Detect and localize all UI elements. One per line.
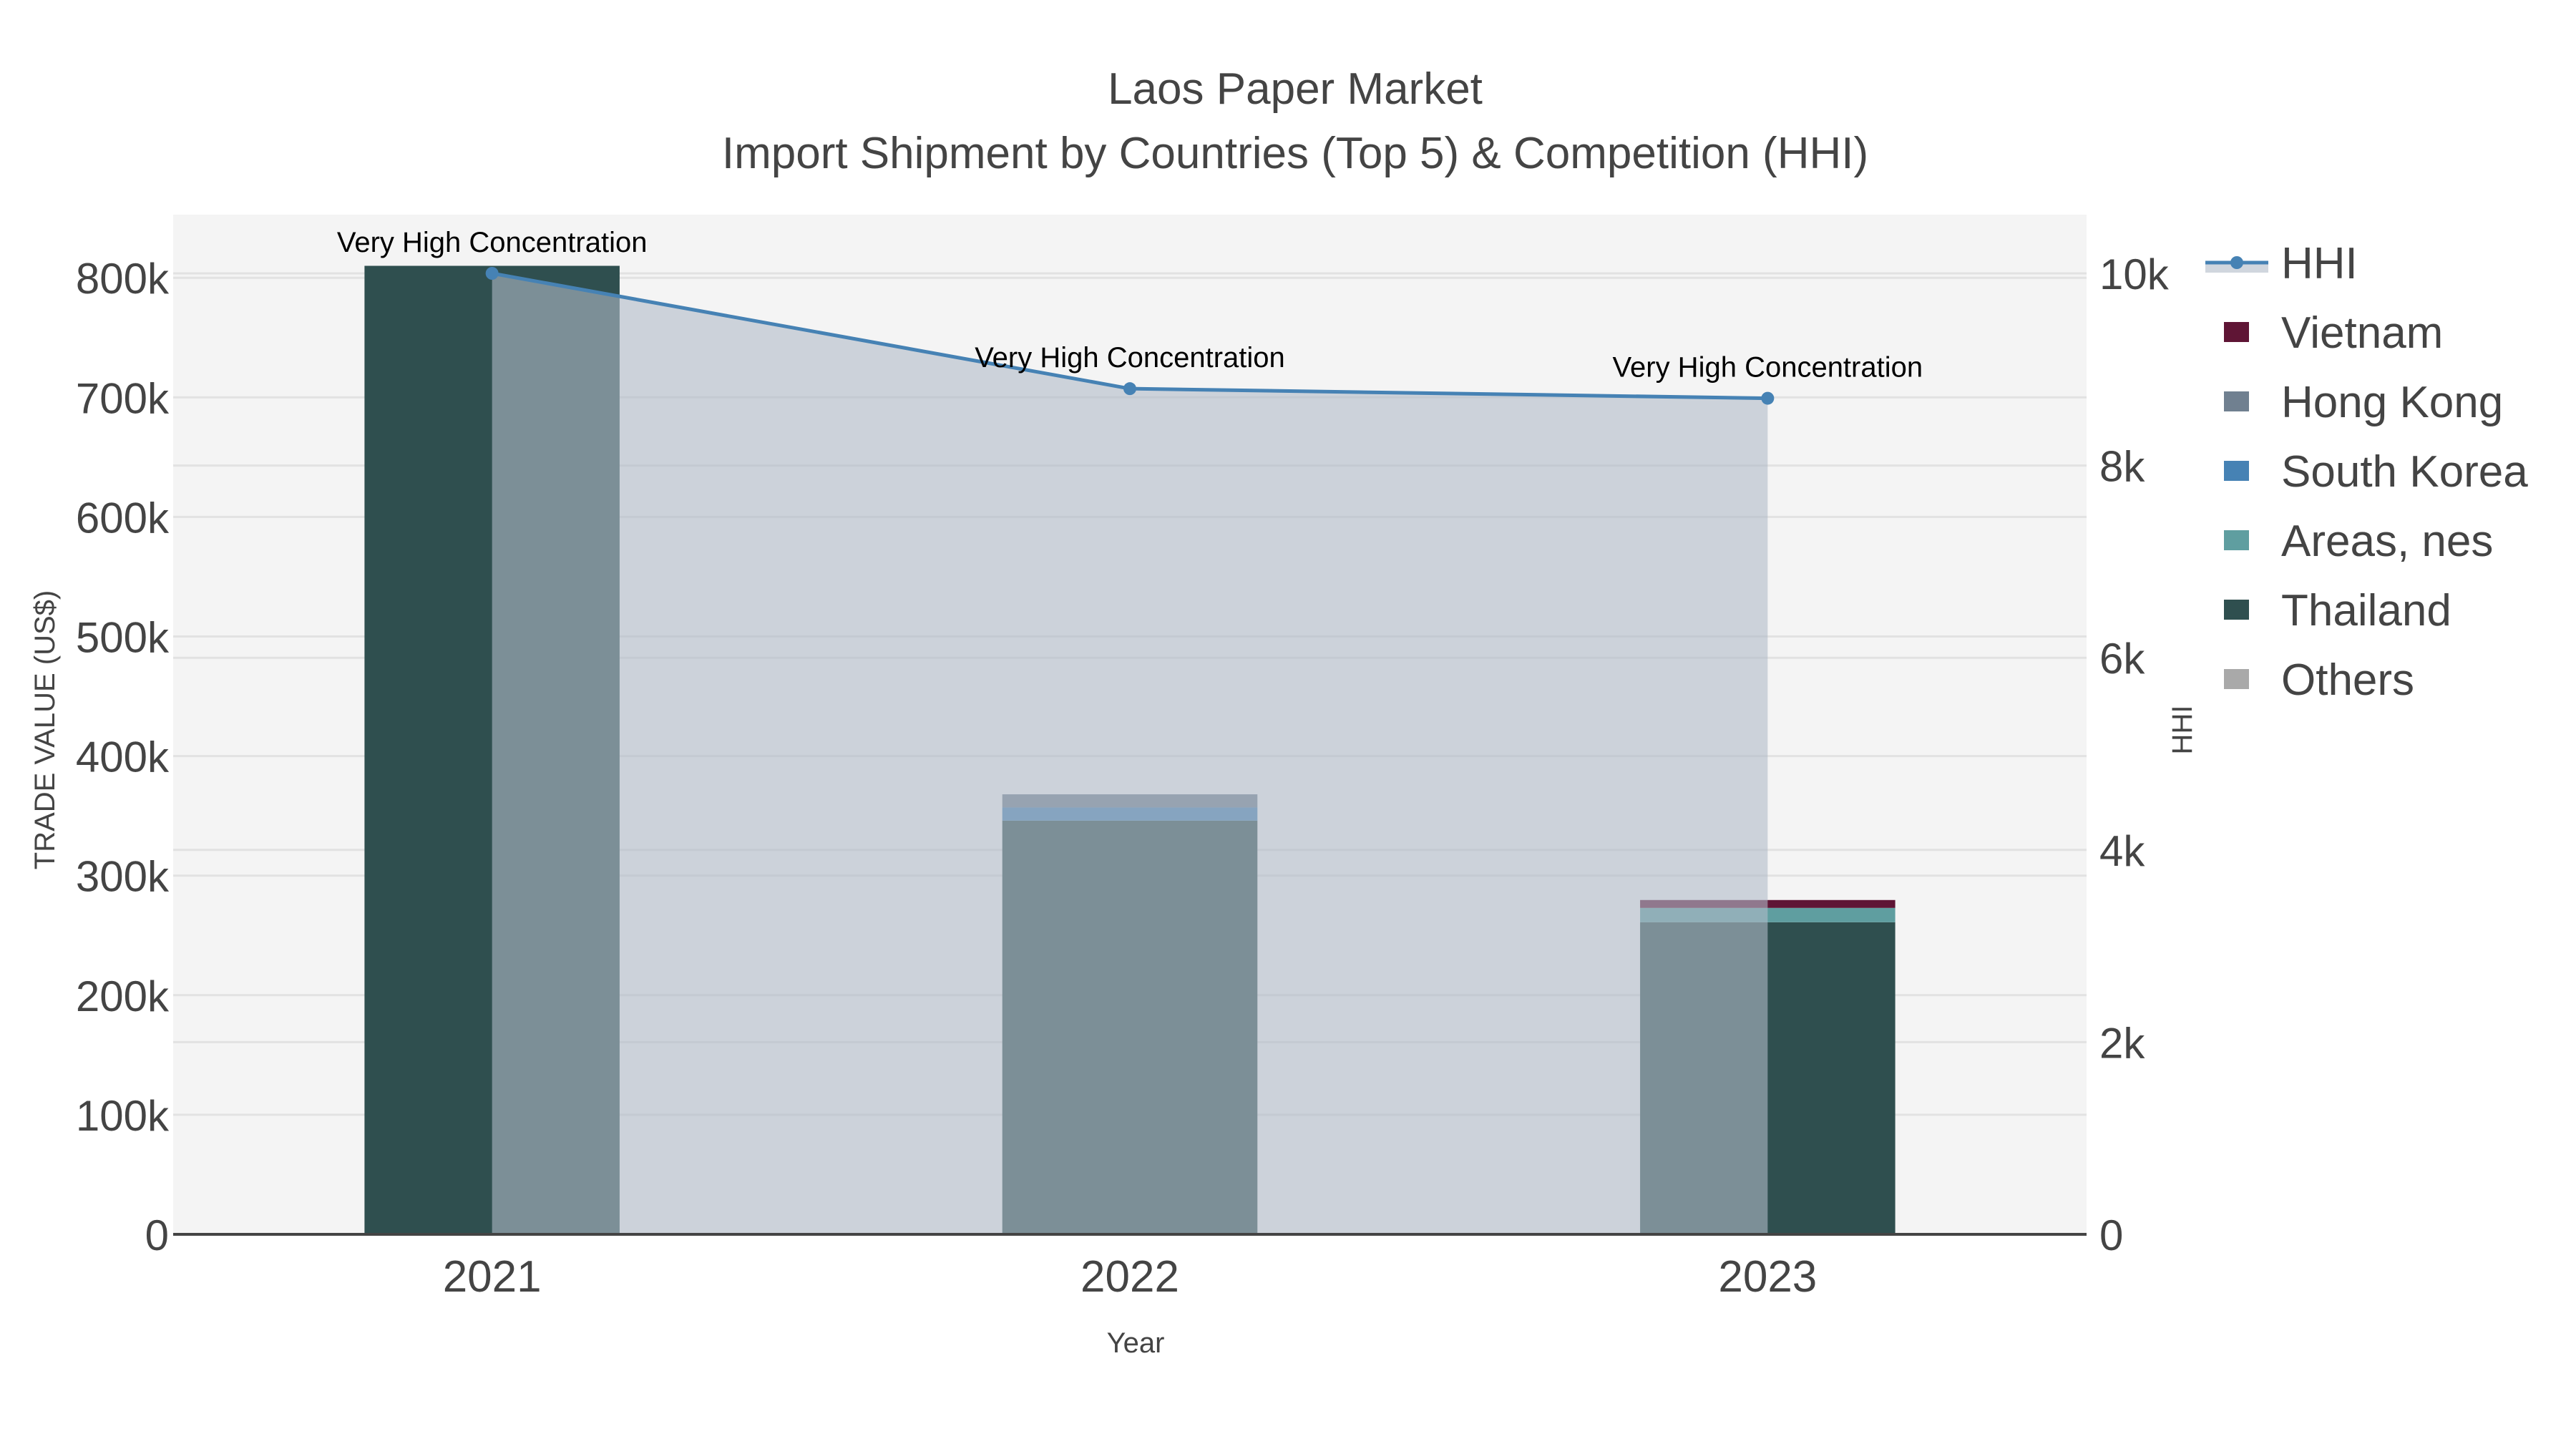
left-axis-ticks: 0 100k 200k 300k 400k 500k 600k 700k 800k: [76, 255, 170, 1259]
right-tick-label: 8k: [2099, 443, 2145, 491]
left-tick-label: 800k: [76, 255, 170, 303]
annotation-label: Very High Concentration: [975, 342, 1285, 374]
x-tick-label: 2021: [443, 1252, 542, 1302]
annotation-label: Very High Concentration: [337, 227, 648, 258]
hhi-marker[interactable]: [1123, 382, 1136, 396]
legend-swatch-icon: [2224, 461, 2249, 481]
left-tick-label: 0: [145, 1211, 169, 1259]
legend-label: Hong Kong: [2281, 378, 2503, 427]
left-tick-label: 600k: [76, 494, 170, 542]
right-tick-label: 4k: [2099, 827, 2145, 875]
legend-item-hong-kong[interactable]: Hong Kong: [2224, 378, 2503, 427]
x-tick-label: 2023: [1718, 1252, 1817, 1302]
y-left-axis-title: TRADE VALUE (US$): [29, 590, 61, 869]
legend-swatch-icon: [2224, 391, 2249, 411]
hhi-area-fill: [492, 273, 1768, 1234]
legend-swatch-icon: [2224, 530, 2249, 550]
legend: HHI Vietnam Hong Kong South Korea Areas, nes…: [2205, 239, 2528, 705]
legend-swatch-icon: [2224, 322, 2249, 342]
left-tick-label: 400k: [76, 733, 170, 781]
hhi-area: [492, 273, 1768, 1234]
hhi-marker[interactable]: [1761, 391, 1775, 405]
annotation-label: Very High Concentration: [1613, 352, 1923, 384]
right-tick-label: 10k: [2099, 250, 2170, 298]
left-tick-label: 200k: [76, 972, 170, 1020]
legend-item-others[interactable]: Others: [2224, 655, 2414, 705]
legend-item-vietnam[interactable]: Vietnam: [2224, 308, 2443, 358]
legend-label: Others: [2281, 655, 2414, 705]
legend-label: Vietnam: [2281, 308, 2443, 358]
legend-item-thailand[interactable]: Thailand: [2224, 586, 2451, 635]
x-axis-ticks: 2021 2022 2023: [443, 1252, 1818, 1302]
right-tick-label: 0: [2099, 1211, 2123, 1259]
right-axis-ticks: 0 2k 4k 6k 8k 10k: [2099, 250, 2170, 1259]
left-tick-label: 700k: [76, 374, 170, 422]
legend-swatch-icon: [2224, 669, 2249, 689]
bar-segment-vietnam[interactable]: [1640, 899, 1896, 908]
left-tick-label: 300k: [76, 853, 170, 901]
legend-swatch-icon: [2224, 600, 2249, 620]
left-tick-label: 100k: [76, 1092, 170, 1140]
chart-subtitle: Import Shipment by Countries (Top 5) & C…: [722, 129, 1868, 178]
legend-item-areas-nes[interactable]: Areas, nes: [2224, 517, 2493, 566]
legend-label: Thailand: [2281, 586, 2451, 635]
annotations: Very High Concentration Very High Concent…: [337, 227, 1923, 384]
x-tick-label: 2022: [1080, 1252, 1179, 1302]
legend-label: Areas, nes: [2281, 517, 2493, 566]
legend-item-hhi[interactable]: HHI: [2205, 239, 2358, 288]
hhi-marker[interactable]: [485, 267, 499, 280]
x-axis-title: Year: [1107, 1327, 1165, 1359]
legend-item-south-korea[interactable]: South Korea: [2224, 447, 2528, 497]
right-tick-label: 6k: [2099, 635, 2145, 683]
y-right-axis-title: HHI: [2167, 706, 2198, 755]
right-tick-label: 2k: [2099, 1019, 2145, 1067]
legend-label: HHI: [2281, 239, 2358, 288]
legend-marker-icon: [2230, 256, 2243, 269]
left-tick-label: 500k: [76, 614, 170, 662]
chart-title: Laos Paper Market: [1108, 64, 1483, 114]
hhi-line: [485, 267, 1775, 405]
legend-label: South Korea: [2281, 447, 2528, 497]
